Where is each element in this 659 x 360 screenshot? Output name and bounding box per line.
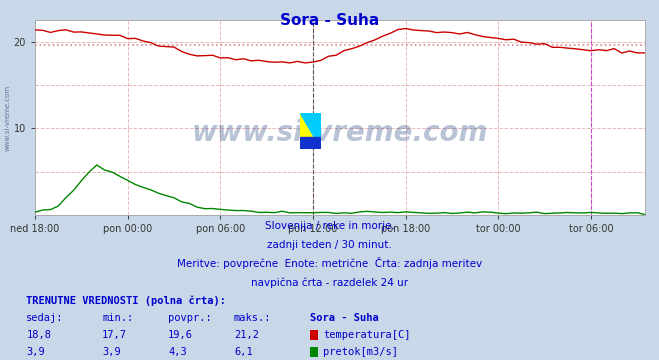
- Text: Slovenija / reke in morje.: Slovenija / reke in morje.: [264, 221, 395, 231]
- Text: 3,9: 3,9: [102, 347, 121, 357]
- Text: sedaj:: sedaj:: [26, 314, 64, 324]
- Bar: [300, 137, 321, 149]
- Text: zadnji teden / 30 minut.: zadnji teden / 30 minut.: [267, 240, 392, 250]
- Text: Sora - Suha: Sora - Suha: [310, 314, 378, 324]
- Text: 4,3: 4,3: [168, 347, 186, 357]
- Text: pretok[m3/s]: pretok[m3/s]: [323, 347, 398, 357]
- Text: www.si-vreme.com: www.si-vreme.com: [192, 119, 488, 147]
- Text: 18,8: 18,8: [26, 330, 51, 341]
- Text: 21,2: 21,2: [234, 330, 259, 341]
- Text: min.:: min.:: [102, 314, 133, 324]
- Text: Meritve: povprečne  Enote: metrične  Črta: zadnja meritev: Meritve: povprečne Enote: metrične Črta:…: [177, 257, 482, 269]
- Text: 19,6: 19,6: [168, 330, 193, 341]
- Text: maks.:: maks.:: [234, 314, 272, 324]
- Text: temperatura[C]: temperatura[C]: [323, 330, 411, 341]
- Text: 17,7: 17,7: [102, 330, 127, 341]
- Text: TRENUTNE VREDNOSTI (polna črta):: TRENUTNE VREDNOSTI (polna črta):: [26, 296, 226, 306]
- Polygon shape: [300, 113, 321, 149]
- Text: Sora - Suha: Sora - Suha: [280, 13, 379, 28]
- Text: navpična črta - razdelek 24 ur: navpična črta - razdelek 24 ur: [251, 277, 408, 288]
- Text: povpr.:: povpr.:: [168, 314, 212, 324]
- Text: 3,9: 3,9: [26, 347, 45, 357]
- Text: www.si-vreme.com: www.si-vreme.com: [5, 85, 11, 150]
- Text: 6,1: 6,1: [234, 347, 252, 357]
